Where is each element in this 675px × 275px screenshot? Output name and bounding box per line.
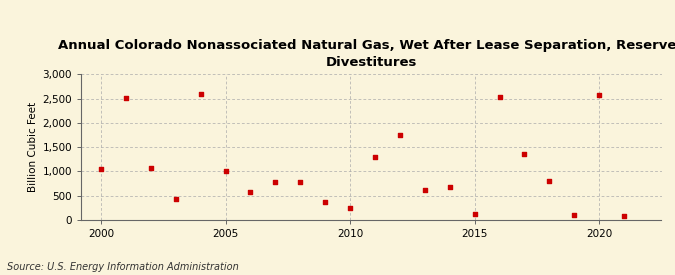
Point [345, 205, 356, 210]
Text: Source: U.S. Energy Information Administration: Source: U.S. Energy Information Administ… [7, 262, 238, 272]
Point [195, 92, 206, 96]
Point [96, 167, 107, 171]
Point [220, 169, 231, 174]
Point [394, 133, 405, 138]
Y-axis label: Billion Cubic Feet: Billion Cubic Feet [28, 102, 38, 192]
Point [145, 165, 156, 170]
Title: Annual Colorado Nonassociated Natural Gas, Wet After Lease Separation, Reserves
: Annual Colorado Nonassociated Natural Ga… [58, 39, 675, 69]
Point [170, 196, 181, 201]
Point [544, 179, 555, 183]
Point [494, 94, 505, 99]
Point [569, 213, 580, 218]
Point [419, 188, 430, 192]
Point [295, 180, 306, 184]
Point [619, 214, 630, 219]
Point [320, 199, 331, 204]
Point [519, 152, 530, 156]
Point [469, 212, 480, 216]
Point [594, 92, 605, 97]
Point [370, 155, 381, 160]
Point [245, 190, 256, 194]
Point [120, 95, 131, 100]
Point [270, 180, 281, 184]
Point [444, 185, 455, 189]
